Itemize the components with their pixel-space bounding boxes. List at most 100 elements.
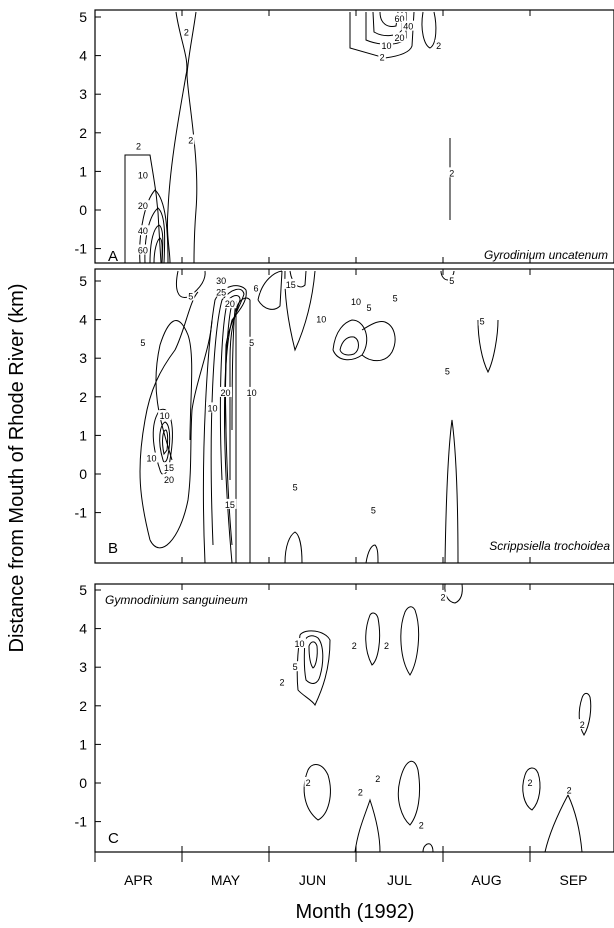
contour-line [149, 224, 164, 264]
contour-label: 10 [294, 639, 304, 649]
contour-label: 2 [449, 168, 454, 178]
contour-label: 5 [293, 662, 298, 672]
contour-label-bg [247, 336, 256, 347]
contour-label: 10 [247, 388, 257, 398]
contour-label-bg [314, 313, 328, 324]
contour-label: 5 [449, 276, 454, 286]
contour-label-bg [278, 676, 286, 687]
contour-label-bg [578, 719, 586, 730]
contour-label-bg [252, 282, 260, 293]
contour-label-bg [136, 200, 150, 211]
contour-label-bg [369, 504, 378, 515]
contour-line [544, 793, 583, 853]
contour-label-bg [145, 452, 159, 463]
contour-label: 2 [352, 641, 357, 651]
panel-c-contours [296, 583, 592, 853]
contour-label: 5 [188, 291, 193, 301]
contour-label: 2 [580, 720, 585, 730]
y-tick-label: -1 [75, 241, 88, 257]
contour-label-bg [284, 278, 298, 289]
contour-line [224, 301, 237, 431]
y-tick-label: 5 [79, 9, 87, 25]
contour-label-bg [401, 20, 415, 31]
contour-label-bg [379, 39, 393, 50]
contour-label: 2 [440, 593, 445, 603]
contour-label-bg [292, 638, 306, 649]
contour-label: 5 [371, 506, 376, 516]
contour-label-bg [439, 591, 447, 602]
contour-label-bg [393, 12, 406, 23]
contour-label-bg [291, 661, 299, 672]
contour-line [308, 641, 318, 669]
y-tick-label: 4 [79, 48, 87, 64]
contour-line [379, 11, 399, 27]
contour-line [303, 764, 331, 821]
contour-label: 5 [367, 303, 372, 313]
contour-label: 60 [394, 14, 404, 24]
contour-line [124, 154, 162, 264]
y-axis-title: Distance from Mouth of Rhode River (km) [6, 283, 28, 652]
contour-line [144, 207, 166, 264]
contour-label: 20 [394, 33, 404, 43]
y-tick-label: 1 [79, 736, 87, 752]
panel-c-letter: C [108, 830, 119, 847]
y-tick-label: 0 [79, 775, 87, 791]
contour-label-bg [382, 639, 391, 650]
contour-label-bg [214, 286, 228, 297]
contour-label-bg [182, 26, 191, 37]
contour-label-bg [158, 410, 172, 421]
contour-label: 60 [138, 246, 148, 256]
contour-label-bg [526, 777, 534, 787]
contour-label: 20 [225, 299, 235, 309]
contour-label: 2 [136, 141, 141, 151]
x-tick-label: SEP [559, 872, 587, 888]
contour-label: 5 [480, 317, 485, 327]
contour-label-bg [478, 315, 486, 326]
contour-label-bg [219, 386, 232, 397]
contour-line [422, 843, 434, 853]
contour-label: 10 [160, 411, 170, 421]
contour-label: 15 [164, 463, 174, 473]
contour-label: 2 [436, 41, 441, 51]
contour-label: 15 [286, 280, 296, 290]
contour-line [397, 760, 421, 826]
contour-label-bg [393, 32, 406, 43]
panel-a-contours [124, 11, 451, 264]
contour-label: 2 [184, 27, 189, 37]
contour-line [139, 291, 199, 541]
y-tick-label: 5 [79, 273, 87, 289]
contour-label: 2 [188, 136, 193, 146]
contour-label: 5 [293, 483, 298, 493]
x-tick-label: MAY [211, 872, 241, 888]
contour-label-bg [391, 292, 399, 303]
contour-label-bg [205, 402, 219, 413]
contour-line [361, 321, 396, 362]
contour-line [149, 319, 213, 549]
y-tick-label: 0 [79, 466, 87, 482]
panel-b-frame [94, 268, 614, 564]
y-tick-label: 5 [79, 582, 87, 598]
y-tick-label: 1 [79, 163, 87, 179]
contour-label: 2 [567, 786, 572, 796]
contour-label-bg [186, 134, 195, 145]
contour-line [186, 11, 198, 264]
panel-a-letter: A [108, 248, 118, 265]
contour-label-bg [245, 386, 259, 397]
contour-label-bg [136, 169, 150, 180]
contour-label: 10 [138, 170, 148, 180]
y-tick-label: 4 [79, 312, 87, 328]
contour-line [155, 320, 193, 461]
contour-label: 15 [225, 500, 235, 510]
panel-b-letter: B [108, 540, 118, 557]
contour-label-bg [139, 336, 147, 347]
contour-label-bg [136, 225, 150, 236]
contour-line [354, 798, 381, 853]
contour-label: 2 [358, 788, 363, 798]
panel-a-frame [94, 9, 614, 264]
contour-label-bg [223, 498, 237, 509]
contour-line [421, 11, 437, 49]
contour-label: 2 [419, 820, 424, 830]
